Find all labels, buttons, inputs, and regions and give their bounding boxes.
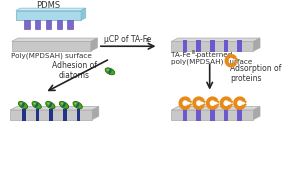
Ellipse shape bbox=[73, 101, 82, 109]
Polygon shape bbox=[63, 109, 67, 121]
Polygon shape bbox=[196, 109, 201, 121]
Polygon shape bbox=[50, 109, 53, 121]
Polygon shape bbox=[183, 40, 187, 52]
Ellipse shape bbox=[32, 101, 41, 109]
Polygon shape bbox=[16, 11, 81, 20]
Polygon shape bbox=[10, 107, 99, 110]
Polygon shape bbox=[36, 109, 39, 121]
Polygon shape bbox=[56, 20, 62, 29]
Ellipse shape bbox=[62, 103, 66, 107]
Polygon shape bbox=[46, 20, 51, 29]
Polygon shape bbox=[253, 107, 260, 120]
Ellipse shape bbox=[18, 101, 28, 109]
Polygon shape bbox=[77, 109, 80, 121]
Text: μCP of TA-Fe: μCP of TA-Fe bbox=[104, 35, 151, 44]
Ellipse shape bbox=[33, 103, 36, 105]
Polygon shape bbox=[67, 20, 73, 29]
Polygon shape bbox=[171, 38, 260, 41]
Polygon shape bbox=[91, 38, 97, 51]
Polygon shape bbox=[35, 20, 40, 29]
Polygon shape bbox=[171, 110, 253, 120]
Text: III: III bbox=[191, 50, 196, 55]
Text: Adhesion of
diatoms: Adhesion of diatoms bbox=[52, 61, 97, 80]
Polygon shape bbox=[10, 110, 92, 120]
Polygon shape bbox=[210, 40, 215, 52]
Ellipse shape bbox=[46, 101, 55, 109]
Ellipse shape bbox=[61, 103, 63, 105]
Ellipse shape bbox=[108, 69, 111, 74]
Polygon shape bbox=[24, 20, 29, 29]
Polygon shape bbox=[224, 109, 228, 121]
Polygon shape bbox=[92, 107, 99, 120]
Ellipse shape bbox=[49, 103, 52, 107]
Polygon shape bbox=[12, 38, 97, 41]
Polygon shape bbox=[183, 109, 187, 121]
Ellipse shape bbox=[76, 103, 79, 107]
Polygon shape bbox=[171, 41, 253, 51]
Polygon shape bbox=[196, 40, 201, 52]
Polygon shape bbox=[224, 40, 228, 52]
Polygon shape bbox=[12, 41, 91, 51]
Ellipse shape bbox=[20, 103, 22, 105]
Ellipse shape bbox=[21, 103, 25, 107]
Text: poly(MPDSAH) surface: poly(MPDSAH) surface bbox=[170, 58, 252, 65]
Text: TA-Fe: TA-Fe bbox=[170, 52, 190, 57]
Ellipse shape bbox=[75, 103, 77, 105]
Text: PDMS: PDMS bbox=[36, 1, 60, 10]
Text: III: III bbox=[146, 38, 150, 43]
Text: Poly(MPDSAH) surface: Poly(MPDSAH) surface bbox=[11, 52, 92, 59]
Polygon shape bbox=[238, 109, 242, 121]
Polygon shape bbox=[210, 109, 215, 121]
Polygon shape bbox=[238, 40, 242, 52]
Ellipse shape bbox=[35, 103, 38, 107]
Polygon shape bbox=[253, 38, 260, 51]
Ellipse shape bbox=[105, 68, 115, 75]
Polygon shape bbox=[16, 8, 86, 11]
Ellipse shape bbox=[47, 103, 50, 105]
Ellipse shape bbox=[59, 101, 69, 109]
Polygon shape bbox=[81, 8, 86, 20]
Text: -patterned: -patterned bbox=[195, 52, 233, 57]
Ellipse shape bbox=[107, 69, 109, 71]
Polygon shape bbox=[171, 107, 260, 110]
Polygon shape bbox=[22, 109, 26, 121]
Text: Adsorption of
proteins: Adsorption of proteins bbox=[230, 64, 282, 83]
